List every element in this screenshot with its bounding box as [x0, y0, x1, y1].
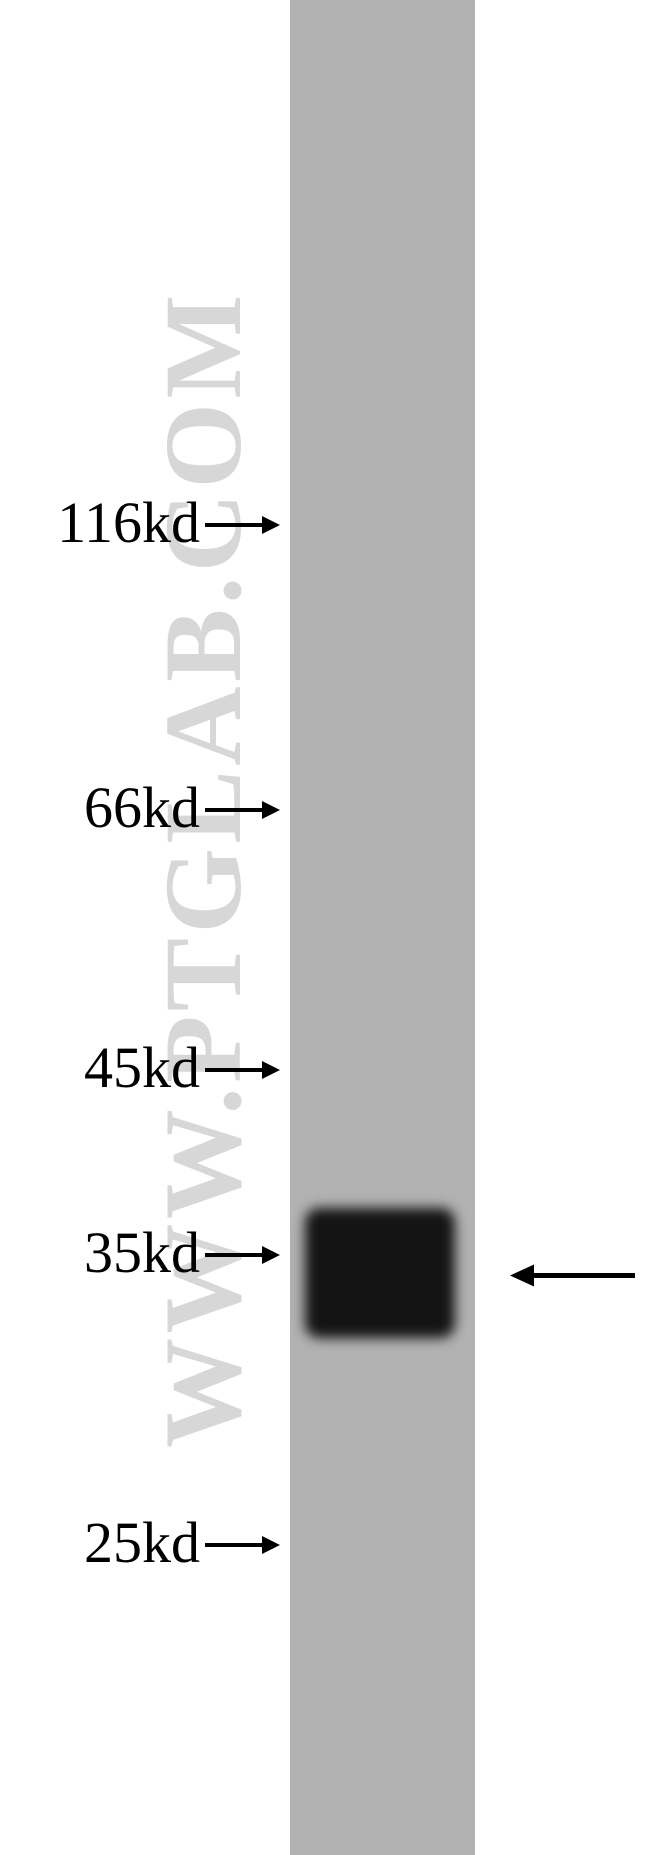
mw-label: 45kd [84, 1034, 200, 1101]
mw-arrow [205, 1057, 280, 1083]
mw-arrow [205, 797, 280, 823]
result-arrow [510, 1260, 635, 1291]
watermark-text: WWW.PTGLAB.COM [140, 493, 261, 1448]
blot-canvas: WWW.PTGLAB.COM 116kd 66kd 45kd 35kd 25kd [0, 0, 650, 1855]
protein-band [305, 1208, 455, 1338]
arrow-right-icon [205, 1242, 280, 1268]
mw-label: 25kd [84, 1509, 200, 1576]
mw-arrow [205, 1532, 280, 1558]
mw-label: 66kd [84, 774, 200, 841]
mw-label: 116kd [57, 489, 200, 556]
mw-arrow [205, 512, 280, 538]
gel-lane [290, 0, 475, 1855]
arrow-right-icon [205, 1532, 280, 1558]
arrow-right-icon [205, 512, 280, 538]
mw-label: 35kd [84, 1219, 200, 1286]
mw-arrow [205, 1242, 280, 1268]
arrow-right-icon [205, 1057, 280, 1083]
arrow-right-icon [205, 797, 280, 823]
